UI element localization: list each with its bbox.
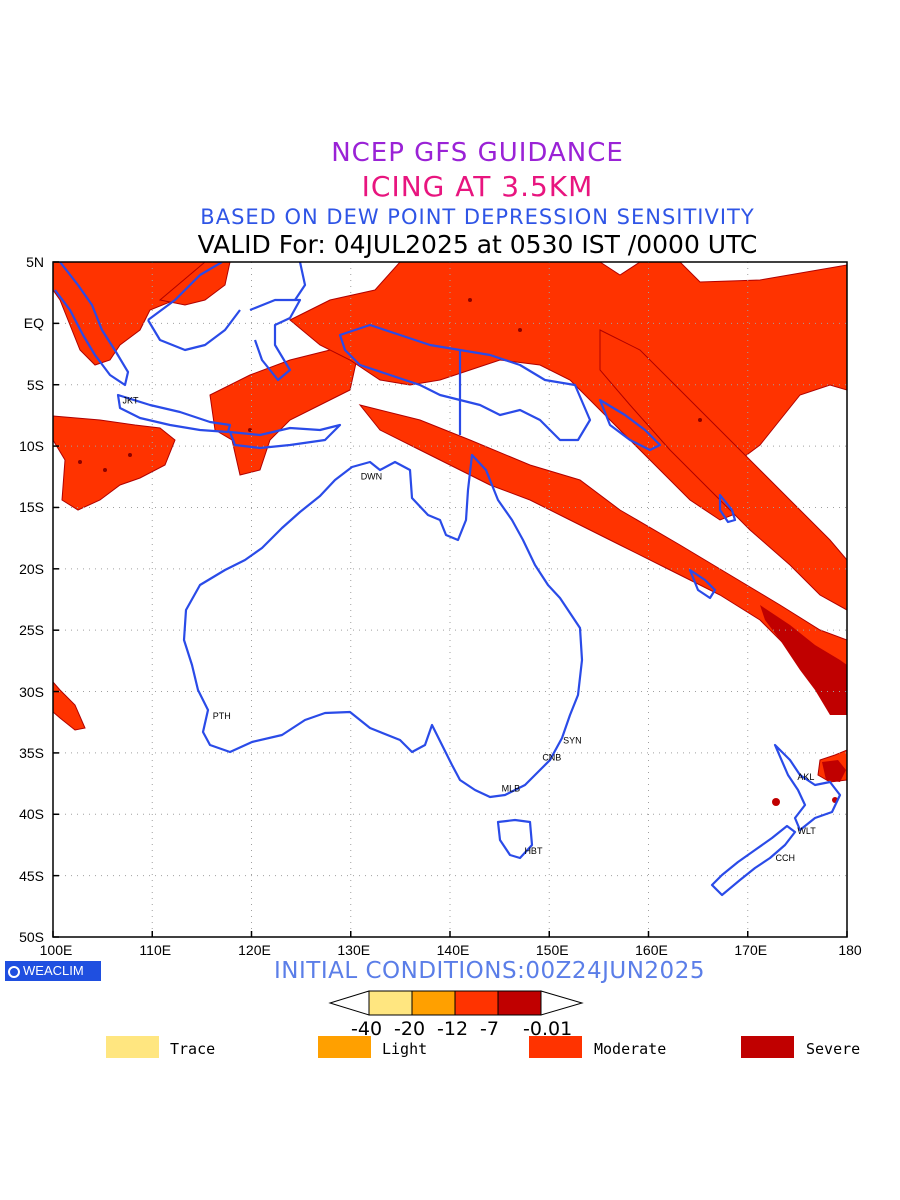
- city-label-akl: AKL: [797, 772, 814, 782]
- lon-label: 140E: [436, 942, 470, 958]
- colorbar-cell-trace: [368, 990, 413, 1016]
- city-label-jkt: JKT: [122, 395, 139, 405]
- lat-label: 10S: [19, 438, 44, 455]
- city-label-mlb: MLB: [502, 783, 521, 793]
- icing-areas: [53, 262, 847, 806]
- icing-speck: [468, 298, 472, 302]
- legend-label-severe: Severe: [806, 1040, 861, 1058]
- lon-label: 180: [838, 942, 862, 958]
- colorbar-cell-light: [411, 990, 456, 1016]
- weaclim-label: WEACLIM: [23, 963, 84, 978]
- title-model: NCEP GFS GUIDANCE: [331, 138, 624, 168]
- coastlines: [54, 262, 842, 897]
- city-label-hbt: HBT: [524, 846, 543, 856]
- initial-conditions: INITIAL CONDITIONS:00Z24JUN2025: [274, 958, 705, 984]
- icing-speck: [78, 460, 82, 464]
- icing-area-indian-ocean: [53, 415, 176, 511]
- colorbar-label: -7: [480, 1018, 499, 1040]
- lat-label: 15S: [19, 499, 44, 516]
- lat-label: 25S: [19, 622, 44, 639]
- lat-label: 30S: [19, 683, 44, 700]
- weaclim-badge: WEACLIM: [5, 961, 101, 981]
- icing-area-west-30s: [53, 681, 86, 731]
- new-guinea-coast: [338, 323, 592, 442]
- colorbar-cell-moderate: [454, 990, 499, 1016]
- icing-severe-tasman: [760, 605, 847, 715]
- legend-swatch-severe: [741, 1036, 794, 1058]
- lon-label: 110E: [139, 942, 172, 958]
- colorbar-label: -40: [351, 1018, 383, 1040]
- colorbar-label: -12: [437, 1018, 469, 1040]
- colorbar-label: -0.01: [523, 1018, 573, 1040]
- lon-label: 150E: [535, 942, 569, 958]
- sulawesi-coast: [249, 298, 302, 382]
- city-label-syn: SYN: [563, 735, 582, 745]
- lon-label: 120E: [238, 942, 271, 958]
- lon-label: 170E: [734, 942, 768, 958]
- new-caledonia: [688, 568, 717, 600]
- lesser-sunda: [228, 423, 342, 450]
- colorbar-high-arrow: [540, 990, 584, 1016]
- lat-label: 5N: [26, 254, 44, 270]
- philippines-tip: [294, 262, 307, 301]
- weaclim-logo-icon: [8, 966, 20, 978]
- lat-label: 5S: [26, 376, 44, 393]
- city-label-dwn: DWN: [361, 472, 383, 482]
- colorbar-label: -20: [394, 1018, 426, 1040]
- australia-coast: [182, 453, 584, 799]
- city-label-wlt: WLT: [797, 826, 816, 836]
- lat-label: 50S: [19, 929, 44, 945]
- title-method: BASED ON DEW POINT DEPRESSION SENSITIVIT…: [200, 205, 755, 229]
- title-product: ICING AT 3.5KM: [361, 170, 594, 203]
- icing-speck: [128, 453, 132, 457]
- city-label-cnb: CNB: [542, 753, 561, 763]
- icing-speck: [518, 328, 522, 332]
- icing-severe-spot: [772, 798, 780, 806]
- icing-area-band-east: [599, 329, 847, 611]
- city-label-cch: CCH: [776, 853, 796, 863]
- axis-ticks: [52, 261, 848, 938]
- lat-label: 45S: [19, 867, 44, 884]
- nz-south-island: [710, 824, 797, 897]
- borneo-coast: [147, 262, 241, 352]
- legend-swatch-light: [318, 1036, 371, 1058]
- legend-label-moderate: Moderate: [594, 1040, 667, 1058]
- title-valid-time: VALID For: 04JUL2025 at 0530 IST /0000 U…: [197, 230, 758, 259]
- colorbar-cell-severe: [497, 990, 542, 1016]
- tasmania-coast: [496, 818, 534, 860]
- sumatra-coast: [54, 262, 130, 387]
- legend-label-trace: Trace: [170, 1040, 216, 1058]
- lat-label: 35S: [19, 744, 44, 761]
- lat-label: EQ: [23, 315, 44, 332]
- vanuatu: [718, 493, 737, 524]
- solomon-islands: [598, 398, 662, 452]
- lat-label: 40S: [19, 806, 44, 823]
- legend-swatch-trace: [106, 1036, 159, 1058]
- city-label-pth: PTH: [213, 711, 231, 721]
- lat-label: 20S: [19, 560, 44, 577]
- legend-swatch-moderate: [529, 1036, 582, 1058]
- colorbar-low-arrow: [328, 990, 370, 1016]
- java-coast: [116, 393, 232, 434]
- lon-label: 130E: [337, 942, 371, 958]
- icing-area-borneo: [158, 262, 231, 306]
- icing-severe-nz: [822, 760, 846, 782]
- icing-speck: [103, 468, 107, 472]
- lon-label: 100E: [39, 942, 73, 958]
- legend-label-light: Light: [382, 1040, 428, 1058]
- nz-north-island: [773, 743, 842, 832]
- icing-speck: [698, 418, 702, 422]
- lon-label: 160E: [635, 942, 668, 958]
